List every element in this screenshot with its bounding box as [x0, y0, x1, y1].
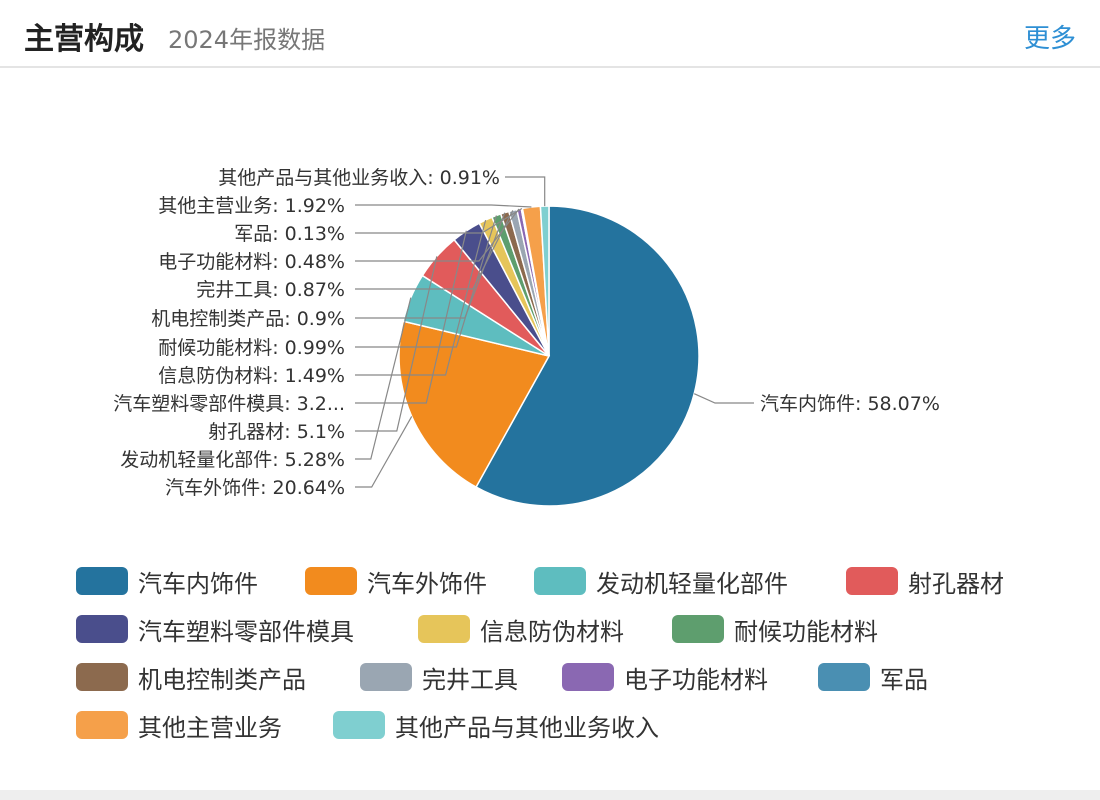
legend-item-0[interactable]: 汽车内饰件: [76, 561, 258, 601]
legend-item-2[interactable]: 发动机轻量化部件: [534, 561, 788, 601]
legend-item-12[interactable]: 其他产品与其他业务收入: [333, 705, 659, 745]
slice-label-1: 汽车外饰件: 20.64%: [165, 477, 345, 499]
legend-swatch: [418, 615, 470, 643]
legend-swatch: [534, 567, 586, 595]
legend-item-9[interactable]: 电子功能材料: [562, 657, 768, 697]
legend-label: 汽车塑料零部件模具: [138, 617, 354, 646]
legend-label: 汽车内饰件: [138, 569, 258, 598]
legend-label: 军品: [880, 665, 928, 694]
legend-item-6[interactable]: 耐候功能材料: [672, 609, 878, 649]
legend-label: 机电控制类产品: [138, 665, 306, 694]
slice-label-6: 耐候功能材料: 0.99%: [158, 337, 345, 359]
pie-chart: 汽车内饰件: 58.07% 汽车外饰件: 20.64% 发动机轻量化部件: 5.28…: [113, 167, 940, 507]
legend-label: 其他主营业务: [138, 713, 282, 742]
more-link[interactable]: 更多: [1023, 24, 1076, 54]
bottom-divider: [0, 790, 1100, 800]
legend-swatch: [562, 663, 614, 691]
leader-line-8: [355, 210, 514, 290]
leader-line-2: [355, 297, 412, 460]
leader-line-9: [355, 208, 520, 262]
legend-swatch: [76, 615, 128, 643]
slice-label-5: 信息防伪材料: 1.49%: [158, 365, 345, 387]
legend-item-11[interactable]: 其他主营业务: [76, 705, 282, 745]
legend-swatch: [76, 711, 128, 739]
legend-item-8[interactable]: 完井工具: [360, 657, 518, 697]
legend-item-1[interactable]: 汽车外饰件: [305, 561, 487, 601]
card-subtitle: 2024年报数据: [168, 26, 326, 54]
leader-line-12: [505, 176, 546, 207]
leader-line-4: [355, 230, 467, 404]
slice-label-0: 汽车内饰件: 58.07%: [760, 393, 940, 415]
legend-item-10[interactable]: 军品: [818, 657, 928, 697]
legend-swatch: [818, 663, 870, 691]
card-header: 主营构成 2024年报数据 更多: [0, 0, 1100, 68]
slice-label-11: 其他主营业务: 1.92%: [158, 195, 345, 217]
legend-label: 耐候功能材料: [734, 617, 878, 646]
legend-item-5[interactable]: 信息防伪材料: [418, 609, 624, 649]
legend-item-3[interactable]: 射孔器材: [846, 561, 1004, 601]
legend-label: 信息防伪材料: [480, 617, 624, 646]
legend-swatch: [333, 711, 385, 739]
pie-slice-0[interactable]: [475, 205, 700, 507]
slice-label-9: 电子功能材料: 0.48%: [158, 251, 345, 273]
legend-item-7[interactable]: 机电控制类产品: [76, 657, 306, 697]
leader-line-11: [355, 204, 532, 208]
legend-label: 其他产品与其他业务收入: [395, 713, 659, 742]
legend-swatch: [846, 567, 898, 595]
legend-swatch: [305, 567, 357, 595]
legend-swatch: [360, 663, 412, 691]
legend-label: 电子功能材料: [624, 665, 768, 694]
legend-label: 汽车外饰件: [367, 569, 487, 598]
slice-label-2: 发动机轻量化部件: 5.28%: [120, 449, 345, 471]
slice-label-7: 机电控制类产品: 0.9%: [151, 308, 345, 330]
legend-label: 射孔器材: [908, 569, 1004, 598]
leader-line-7: [355, 212, 506, 319]
leader-line-3: [355, 256, 438, 432]
leader-line-10: [355, 207, 523, 234]
leader-line-0: [693, 393, 754, 404]
slice-label-10: 军品: 0.13%: [234, 223, 345, 245]
legend-label: 发动机轻量化部件: [596, 569, 788, 598]
legend-swatch: [76, 663, 128, 691]
legend-swatch: [672, 615, 724, 643]
legend-item-4[interactable]: 汽车塑料零部件模具: [76, 609, 354, 649]
leader-line-6: [355, 215, 497, 348]
slice-label-12: 其他产品与其他业务收入: 0.91%: [218, 167, 500, 189]
slice-label-8: 完井工具: 0.87%: [196, 279, 345, 301]
card-title: 主营构成: [24, 22, 144, 57]
slice-label-3: 射孔器材: 5.1%: [208, 421, 345, 443]
slice-label-4: 汽车塑料零部件模具: 3.2...: [113, 393, 345, 415]
leader-line-1: [355, 416, 413, 488]
legend-label: 完井工具: [422, 665, 518, 694]
legend-swatch: [76, 567, 128, 595]
leader-line-5: [355, 219, 487, 376]
